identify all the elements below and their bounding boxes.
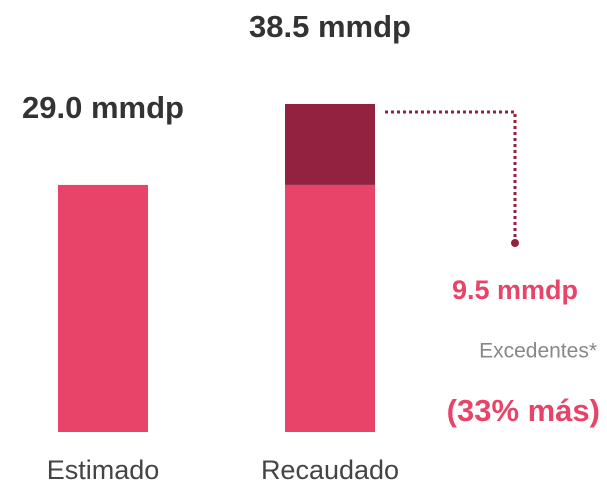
value-label: 9.5 mmdp — [452, 275, 578, 305]
annotation-dot — [511, 239, 519, 247]
total-label: 38.5 mmdp — [249, 9, 411, 44]
x-tick-label: Recaudado — [261, 455, 399, 485]
total-label: 29.0 mmdp — [22, 90, 184, 125]
annotation: (33% más) — [447, 393, 600, 428]
annotation-leader — [385, 110, 517, 243]
annotation: Excedentes* — [479, 340, 597, 363]
bar-segment — [285, 103, 375, 185]
bar-segment — [285, 184, 375, 432]
x-tick-label: Estimado — [47, 455, 160, 485]
bar-segment — [58, 184, 148, 432]
